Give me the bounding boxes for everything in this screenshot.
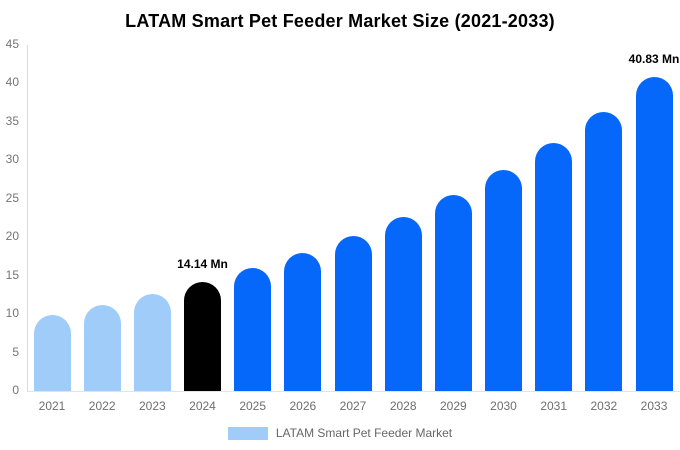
x-tick-label-2030: 2030 <box>490 399 517 413</box>
legend: LATAM Smart Pet Feeder Market <box>0 426 680 440</box>
x-tick-label-2032: 2032 <box>590 399 618 413</box>
bar-2024 <box>184 282 221 391</box>
y-tick-label-20: 20 <box>5 229 19 243</box>
y-tick-label-35: 35 <box>5 113 19 128</box>
bar-2033 <box>635 76 673 391</box>
y-tick-label-10: 10 <box>5 306 19 320</box>
y-tick-label-25: 25 <box>5 190 19 205</box>
legend-label: LATAM Smart Pet Feeder Market <box>275 426 453 440</box>
x-tick-label-2023: 2023 <box>138 399 166 413</box>
x-tick-label-2025: 2025 <box>239 399 267 413</box>
bar-2030 <box>485 170 523 391</box>
bar-2026 <box>284 253 322 391</box>
data-label-2024: 14.14 Mn <box>177 257 228 272</box>
bar-2022 <box>83 304 121 391</box>
bar-2025 <box>234 268 272 391</box>
legend-swatch <box>227 426 268 440</box>
y-tick-label-15: 15 <box>5 267 19 282</box>
y-tick-label-45: 45 <box>5 36 19 51</box>
y-tick-label-5: 5 <box>12 344 19 359</box>
x-tick-label-2027: 2027 <box>339 399 367 413</box>
x-tick-label-2024: 2024 <box>189 399 216 413</box>
x-tick-label-2029: 2029 <box>440 399 467 413</box>
bar-2031 <box>535 142 573 391</box>
x-tick-label-2022: 2022 <box>88 399 116 413</box>
x-tick-label-2026: 2026 <box>289 399 317 413</box>
bar-2021 <box>33 314 71 391</box>
y-tick-label-30: 30 <box>5 152 19 166</box>
bar-2032 <box>585 111 623 391</box>
x-tick-label-2021: 2021 <box>38 399 66 413</box>
y-tick-label-40: 40 <box>5 75 19 89</box>
x-tick-label-2033: 2033 <box>640 399 668 413</box>
y-tick-label-0: 0 <box>12 383 19 397</box>
x-tick-label-2028: 2028 <box>389 399 417 413</box>
bar-2027 <box>334 235 372 391</box>
bar-2023 <box>133 294 171 391</box>
chart-title: LATAM Smart Pet Feeder Market Size (2021… <box>125 11 555 31</box>
bar-2028 <box>384 216 422 391</box>
x-tick-label-2031: 2031 <box>540 399 568 413</box>
data-label-2033: 40.83 Mn <box>628 51 680 66</box>
x-axis-baseline <box>27 391 680 392</box>
bar-2029 <box>434 194 472 391</box>
y-axis-line <box>27 44 28 392</box>
